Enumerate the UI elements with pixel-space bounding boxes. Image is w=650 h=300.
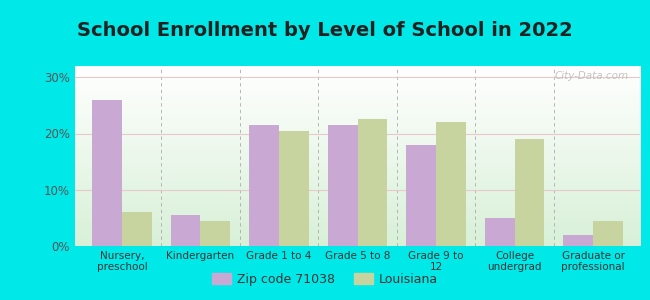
Bar	[328, 125, 358, 246]
Bar	[593, 221, 623, 246]
Bar	[200, 221, 230, 246]
Bar	[249, 125, 279, 246]
Bar	[279, 131, 309, 246]
Bar	[92, 100, 122, 246]
Bar	[515, 139, 545, 246]
Bar	[358, 119, 387, 246]
Bar	[564, 235, 593, 246]
Text: City-Data.com: City-Data.com	[555, 71, 629, 81]
Text: School Enrollment by Level of School in 2022: School Enrollment by Level of School in …	[77, 21, 573, 40]
Bar	[406, 145, 436, 246]
Bar	[436, 122, 466, 246]
Legend: Zip code 71038, Louisiana: Zip code 71038, Louisiana	[207, 268, 443, 291]
Bar	[170, 215, 200, 246]
Bar	[122, 212, 151, 246]
Bar	[485, 218, 515, 246]
